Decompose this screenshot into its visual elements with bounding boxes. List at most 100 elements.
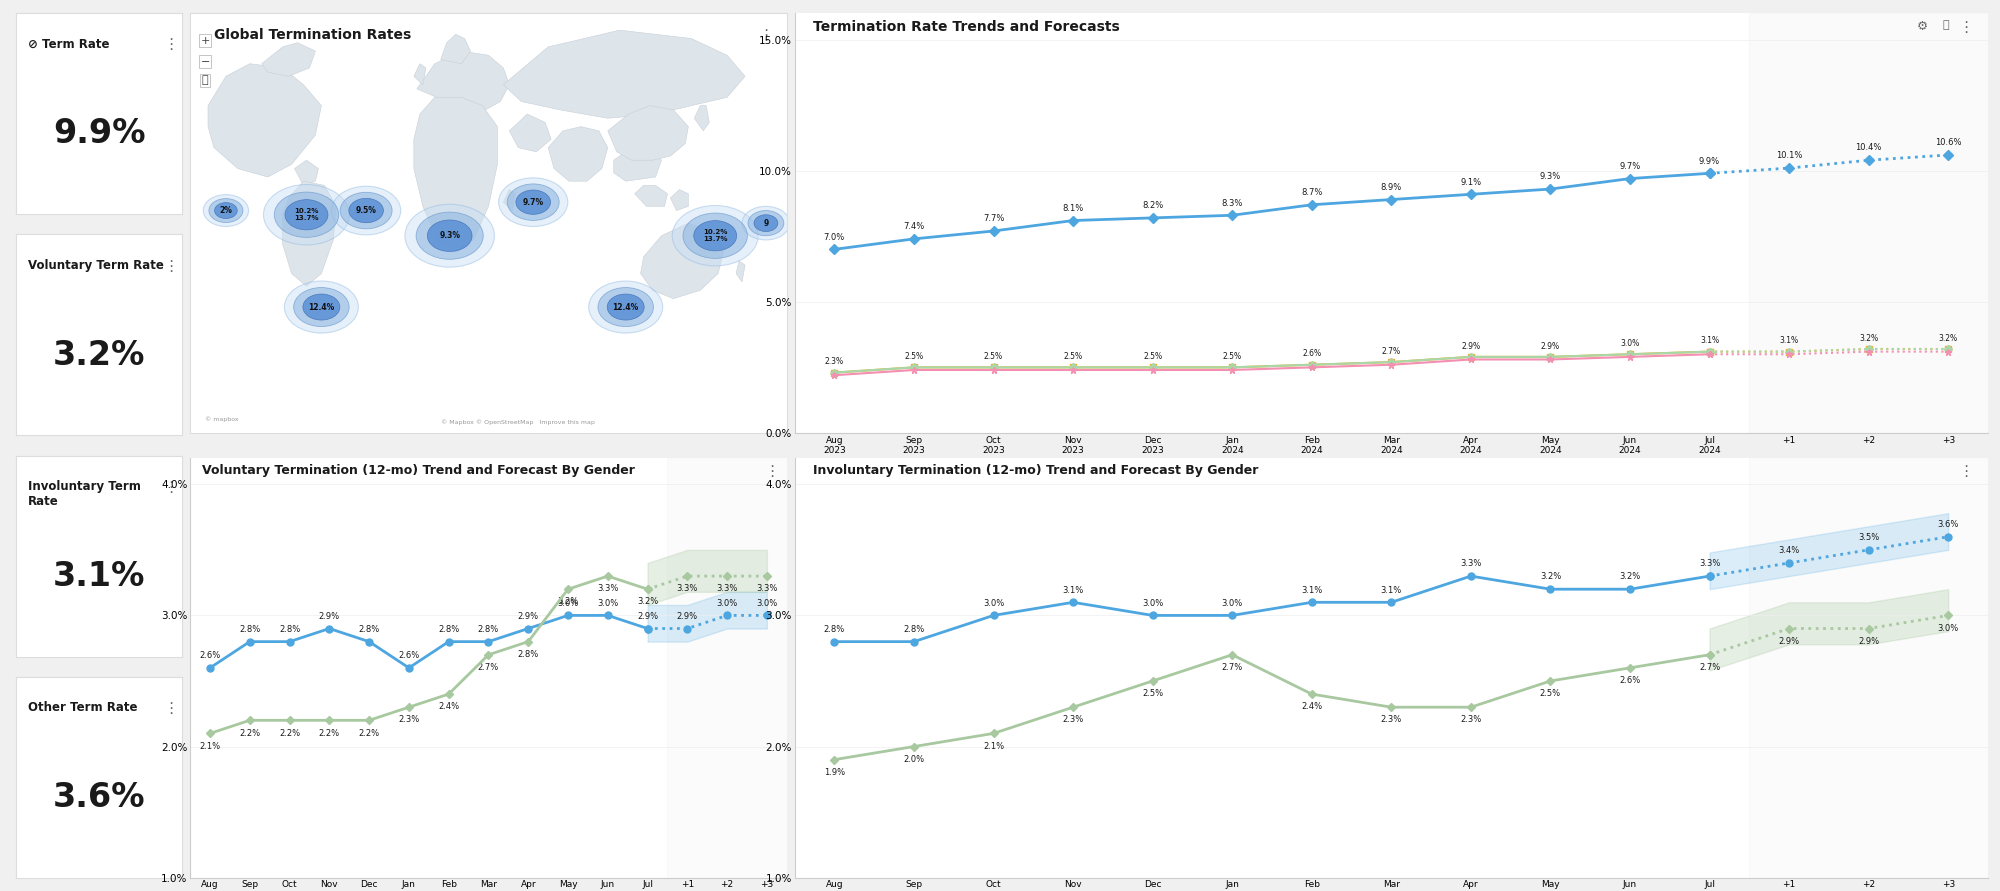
- Text: Voluntary Termination (12-mo) Trend and Forecast By Gender: Voluntary Termination (12-mo) Trend and …: [202, 464, 634, 478]
- Text: 2.9%: 2.9%: [1462, 341, 1480, 350]
- Text: ⬧: ⬧: [202, 76, 208, 86]
- Circle shape: [682, 213, 748, 258]
- Text: 8.9%: 8.9%: [1380, 183, 1402, 192]
- Text: 2.7%: 2.7%: [478, 663, 500, 672]
- Text: ⋮: ⋮: [1958, 464, 1974, 479]
- Text: 2.8%: 2.8%: [438, 625, 460, 634]
- Text: 3.2%: 3.2%: [52, 339, 146, 372]
- Legend: Termination Rate - Rolling 12 Months, Termination Rate - Voluntary (Rolling 12 M: Termination Rate - Rolling 12 Months, Te…: [1156, 492, 1626, 521]
- Text: 7.0%: 7.0%: [824, 233, 846, 241]
- Circle shape: [608, 294, 644, 320]
- Circle shape: [340, 192, 392, 229]
- Polygon shape: [414, 64, 426, 85]
- Text: ⋮: ⋮: [764, 464, 780, 479]
- Text: 2.8%: 2.8%: [240, 625, 260, 634]
- Text: 2.9%: 2.9%: [1858, 637, 1880, 646]
- Text: 2.1%: 2.1%: [982, 741, 1004, 751]
- Text: 3.3%: 3.3%: [598, 584, 618, 593]
- Text: ⋮: ⋮: [164, 37, 178, 53]
- Text: 3.2%: 3.2%: [1938, 333, 1958, 343]
- Text: 9.1%: 9.1%: [1460, 177, 1482, 186]
- Polygon shape: [694, 106, 710, 131]
- Bar: [668, 458, 786, 878]
- Text: 3.0%: 3.0%: [1620, 339, 1640, 347]
- Text: 2.3%: 2.3%: [824, 357, 844, 366]
- Circle shape: [294, 288, 350, 327]
- Text: 3.0%: 3.0%: [1222, 599, 1242, 608]
- Text: +: +: [200, 36, 210, 45]
- Circle shape: [348, 199, 384, 223]
- Circle shape: [332, 186, 400, 235]
- Text: 3.2%: 3.2%: [558, 598, 578, 607]
- Text: 2.0%: 2.0%: [904, 755, 924, 764]
- Text: 3.1%: 3.1%: [1302, 585, 1322, 594]
- Text: ⋮: ⋮: [164, 700, 178, 715]
- Text: 3.2%: 3.2%: [636, 598, 658, 607]
- Text: 8.1%: 8.1%: [1062, 204, 1084, 213]
- Text: 2.5%: 2.5%: [1142, 690, 1164, 699]
- Text: 3.2%: 3.2%: [1540, 573, 1562, 582]
- Circle shape: [672, 206, 758, 266]
- Text: 2.5%: 2.5%: [1222, 352, 1242, 361]
- Text: 3.0%: 3.0%: [1142, 599, 1164, 608]
- Text: 3.1%: 3.1%: [1780, 336, 1798, 346]
- Circle shape: [516, 190, 550, 215]
- Text: 2.8%: 2.8%: [518, 650, 538, 659]
- Circle shape: [742, 207, 790, 240]
- Text: 12.4%: 12.4%: [308, 303, 334, 312]
- Text: 9.9%: 9.9%: [1698, 157, 1720, 166]
- Text: ⋮: ⋮: [164, 479, 178, 495]
- Text: 3.2%: 3.2%: [1860, 333, 1878, 343]
- Text: 12.4%: 12.4%: [612, 303, 638, 312]
- Circle shape: [508, 184, 560, 220]
- Text: 2.8%: 2.8%: [904, 625, 924, 634]
- Text: 2.3%: 2.3%: [398, 715, 420, 724]
- Polygon shape: [294, 160, 318, 185]
- Text: 2.7%: 2.7%: [1698, 663, 1720, 672]
- Polygon shape: [510, 114, 552, 151]
- Text: 2%: 2%: [220, 206, 232, 215]
- Text: 2.6%: 2.6%: [1302, 349, 1322, 358]
- Text: 8.7%: 8.7%: [1302, 188, 1322, 197]
- Text: 9: 9: [764, 218, 768, 227]
- Text: 💡: 💡: [1942, 20, 1950, 29]
- Polygon shape: [614, 148, 662, 181]
- Text: 3.5%: 3.5%: [1858, 533, 1880, 542]
- Polygon shape: [262, 43, 316, 77]
- Text: ⋮: ⋮: [1958, 20, 1974, 35]
- Circle shape: [208, 199, 242, 223]
- Text: 3.1%: 3.1%: [52, 560, 146, 593]
- Circle shape: [302, 294, 340, 320]
- Polygon shape: [504, 190, 516, 210]
- Circle shape: [588, 281, 662, 333]
- Text: 3.3%: 3.3%: [1698, 560, 1720, 568]
- Text: 2.4%: 2.4%: [438, 702, 460, 711]
- Text: 2.7%: 2.7%: [1222, 663, 1242, 672]
- Text: 2.3%: 2.3%: [1062, 715, 1084, 724]
- Text: 2.8%: 2.8%: [478, 625, 500, 634]
- Text: 2.3%: 2.3%: [1460, 715, 1482, 724]
- Text: 9.3%: 9.3%: [440, 232, 460, 241]
- Text: ⋮: ⋮: [758, 28, 774, 43]
- Polygon shape: [634, 185, 668, 207]
- Bar: [1750, 13, 1988, 433]
- Polygon shape: [440, 35, 470, 64]
- Polygon shape: [670, 190, 688, 210]
- Polygon shape: [414, 97, 498, 252]
- Text: 2.2%: 2.2%: [240, 729, 260, 738]
- Polygon shape: [416, 51, 510, 110]
- Text: © Mapbox © OpenStreetMap   Improve this map: © Mapbox © OpenStreetMap Improve this ma…: [442, 420, 596, 425]
- Text: 2.5%: 2.5%: [984, 352, 1004, 361]
- Text: Termination Rate Trends and Forecasts: Termination Rate Trends and Forecasts: [812, 20, 1120, 34]
- Text: 2.5%: 2.5%: [1064, 352, 1082, 361]
- Text: 9.5%: 9.5%: [356, 206, 376, 215]
- Circle shape: [204, 194, 248, 226]
- Polygon shape: [548, 127, 608, 181]
- Text: Involuntary Term
Rate: Involuntary Term Rate: [28, 479, 140, 508]
- Text: 2.9%: 2.9%: [518, 612, 538, 621]
- Text: 10.1%: 10.1%: [1776, 151, 1802, 160]
- Text: 9.7%: 9.7%: [522, 198, 544, 207]
- Text: 9.3%: 9.3%: [1540, 172, 1562, 182]
- Text: 3.3%: 3.3%: [756, 584, 778, 593]
- Circle shape: [214, 202, 238, 218]
